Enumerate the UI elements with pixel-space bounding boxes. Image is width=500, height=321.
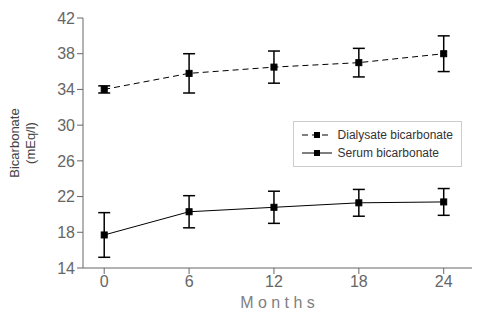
svg-text:22: 22 [57,188,75,205]
svg-text:34: 34 [57,81,75,98]
svg-text:30: 30 [57,117,75,134]
svg-text:0: 0 [100,273,109,290]
html-text:Dialysate bicarbonate: Dialysate bicarbonate [337,128,453,142]
html-text:Serum bicarbonate: Serum bicarbonate [337,146,439,160]
svg-text:Bicarbonate(mEq/l): Bicarbonate(mEq/l) [8,108,38,177]
svg-text:14: 14 [57,260,75,277]
svg-text:18: 18 [57,224,75,241]
svg-text:42: 42 [57,10,75,27]
svg-text:24: 24 [435,273,453,290]
svg-text:38: 38 [57,45,75,62]
svg-text:M o n t h s: M o n t h s [240,294,315,311]
svg-text:12: 12 [265,273,283,290]
svg-text:6: 6 [185,273,194,290]
svg-text:26: 26 [57,153,75,170]
svg-text:18: 18 [350,273,368,290]
